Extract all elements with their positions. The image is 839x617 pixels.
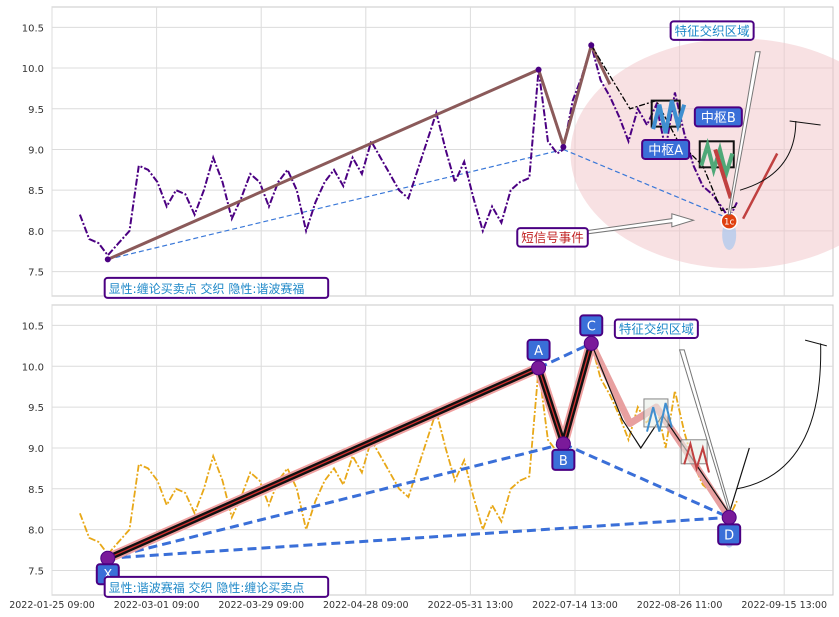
harmonic-vertex	[531, 360, 547, 376]
harmonic-point-label: A	[534, 344, 543, 359]
harmonic-point-box	[526, 338, 551, 361]
x-tick-label: 2022-03-29 09:00	[218, 600, 304, 611]
y-tick-label: 9.5	[28, 105, 44, 116]
x-tick-label: 2022-01-25 09:00	[9, 600, 95, 611]
y-tick-label: 9.5	[28, 403, 44, 414]
x-tick-label: 2022-08-26 11:00	[637, 600, 723, 611]
y-tick-label: 10.5	[22, 23, 44, 34]
y-tick-label: 10.0	[22, 64, 44, 75]
annotation-box	[516, 227, 589, 248]
y-tick-label: 10.0	[22, 362, 44, 373]
annotation-label: 显性:谐波赛福 交织 隐性:缠论买卖点	[109, 580, 305, 595]
annotation-label: 特征交织区域	[619, 321, 694, 336]
guide-line	[563, 148, 730, 220]
projection-arc	[739, 120, 797, 191]
wave-vertex	[560, 144, 567, 151]
harmonic-vertex	[583, 335, 599, 351]
y-tick-label: 10.5	[22, 321, 44, 332]
plot-area-bottom: 10.5 10.0 9.5 9.0 8.5 8.0 7.5 X A B C D 特征交织区域显性:谐波赛…	[22, 304, 834, 598]
y-tick-label: 8.5	[28, 485, 44, 496]
y-tick-label: 7.5	[28, 268, 44, 279]
harmonic-point-box	[717, 523, 742, 546]
series-line-rebound	[741, 152, 779, 220]
x-tick-label: 2022-09-15 13:00	[741, 600, 827, 611]
y-tick-label: 8.0	[28, 526, 44, 537]
wave-vertex	[104, 256, 111, 263]
y-tick-label: 8.0	[28, 227, 44, 238]
harmonic-point-label: X	[103, 568, 112, 583]
harmonic-dashed-line	[107, 442, 564, 560]
pivot-wiggle	[651, 100, 687, 134]
pivot-wiggle	[713, 148, 733, 199]
harmonic-leg-core	[107, 343, 592, 559]
annotation-label: 特征交织区域	[675, 23, 750, 38]
annotation-box	[103, 575, 330, 598]
harmonic-point-label: D	[724, 528, 734, 543]
annotation-label: 中枢A	[648, 143, 683, 158]
harmonic-point-label: C	[587, 319, 596, 334]
x-tick-label: 2022-04-28 09:00	[323, 600, 409, 611]
plot-frame	[51, 304, 834, 596]
projection-cap	[789, 120, 821, 126]
harmonic-dashed-line	[107, 515, 730, 560]
harmonic-point-box	[551, 448, 576, 471]
wave-vertex	[588, 42, 595, 49]
annotation-box	[641, 138, 691, 160]
harmonic-dashed-line	[537, 342, 592, 370]
signal-arrow	[584, 213, 696, 235]
projection-cap	[804, 339, 827, 347]
wave-vertex	[535, 66, 542, 73]
x-tick-label: 2022-03-01 09:00	[114, 600, 200, 611]
feature-arrow	[678, 349, 731, 510]
harmonic-vertex	[721, 509, 737, 525]
annotation-box	[669, 20, 755, 41]
harmonic-dashed-line	[562, 442, 730, 519]
harmonic-vertex	[555, 436, 571, 452]
harmonic-vertex	[100, 550, 116, 566]
annotation-label: 显性:缠论买卖点 交织 隐性:谐波赛福	[109, 281, 305, 296]
harmonic-point-box	[579, 314, 604, 337]
y-tick-label: 7.5	[28, 566, 44, 577]
y-tick-label: 9.0	[28, 145, 44, 156]
annotation-box	[693, 106, 743, 128]
annotation-label: 短信号事件	[521, 230, 584, 245]
annotation-label: 中枢B	[701, 111, 736, 126]
projection-arc	[736, 343, 822, 490]
feature-arrow	[727, 51, 761, 216]
pivot-wiggle	[646, 402, 673, 432]
signal-marker-text: 1c	[724, 218, 735, 228]
series-line-price	[78, 41, 738, 257]
y-tick-label: 8.5	[28, 186, 44, 197]
guide-line	[107, 148, 564, 260]
x-tick-label: 2022-05-31 13:00	[428, 600, 514, 611]
pivot-wiggle	[683, 440, 710, 473]
annotation-box	[103, 276, 330, 299]
harmonic-point-label: B	[559, 454, 568, 469]
y-tick-label: 9.0	[28, 444, 44, 455]
x-tick-label: 2022-07-14 13:00	[532, 600, 618, 611]
annotation-box	[613, 318, 699, 339]
